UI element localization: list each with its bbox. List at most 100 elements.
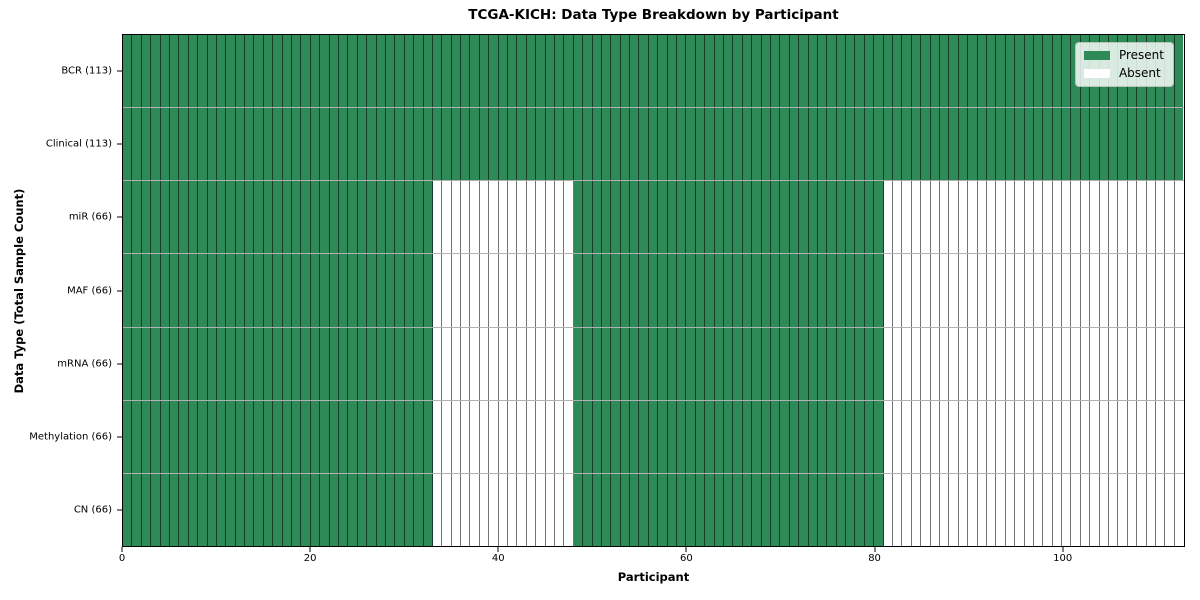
heatmap-grid bbox=[123, 35, 1184, 546]
heatmap-cell bbox=[470, 108, 480, 181]
heatmap-cell bbox=[705, 181, 715, 254]
heatmap-cell bbox=[1062, 327, 1072, 400]
heatmap-cell bbox=[1137, 327, 1147, 400]
heatmap-cell bbox=[761, 181, 771, 254]
heatmap-cell bbox=[414, 254, 424, 327]
heatmap-cell bbox=[1015, 473, 1025, 546]
heatmap-cell bbox=[1024, 181, 1034, 254]
heatmap-cell bbox=[1174, 108, 1184, 181]
heatmap-cell bbox=[1137, 254, 1147, 327]
heatmap-cell bbox=[517, 108, 527, 181]
heatmap-cell bbox=[1109, 327, 1119, 400]
heatmap-cell bbox=[658, 400, 668, 473]
heatmap-cell bbox=[808, 473, 818, 546]
heatmap-cell bbox=[1155, 181, 1166, 254]
heatmap-cell bbox=[949, 181, 959, 254]
heatmap-cell bbox=[714, 473, 724, 546]
heatmap-row-BCR bbox=[123, 35, 1184, 109]
legend-label-absent: Absent bbox=[1118, 66, 1161, 80]
heatmap-cell bbox=[601, 108, 612, 181]
heatmap-cell bbox=[151, 181, 161, 254]
heatmap-cell bbox=[874, 400, 884, 473]
heatmap-cell bbox=[583, 400, 593, 473]
heatmap-cell bbox=[583, 35, 593, 108]
heatmap-cell bbox=[1024, 400, 1034, 473]
heatmap-cell bbox=[301, 327, 311, 400]
heatmap-cell bbox=[207, 327, 217, 400]
heatmap-cell bbox=[442, 473, 452, 546]
heatmap-cell bbox=[292, 327, 302, 400]
heatmap-cell bbox=[479, 473, 490, 546]
heatmap-cell bbox=[846, 181, 856, 254]
heatmap-cell bbox=[1146, 327, 1156, 400]
heatmap-cell bbox=[911, 181, 922, 254]
heatmap-cell bbox=[986, 181, 997, 254]
heatmap-cell bbox=[526, 254, 537, 327]
heatmap-cell bbox=[1033, 400, 1044, 473]
heatmap-cell bbox=[263, 473, 274, 546]
heatmap-cell bbox=[1174, 181, 1184, 254]
heatmap-cell bbox=[1024, 254, 1034, 327]
heatmap-cell bbox=[273, 35, 283, 108]
heatmap-cell bbox=[1146, 181, 1156, 254]
heatmap-cell bbox=[132, 400, 142, 473]
heatmap-cell bbox=[132, 181, 142, 254]
heatmap-cell bbox=[395, 400, 405, 473]
heatmap-cell bbox=[630, 473, 640, 546]
heatmap-cell bbox=[245, 108, 255, 181]
heatmap-cell bbox=[338, 473, 349, 546]
heatmap-cell bbox=[461, 400, 471, 473]
heatmap-cell bbox=[996, 473, 1006, 546]
heatmap-cell bbox=[179, 473, 189, 546]
y-tick-mark bbox=[117, 70, 122, 72]
heatmap-cell bbox=[789, 400, 800, 473]
heatmap-cell bbox=[911, 35, 922, 108]
heatmap-cell bbox=[545, 108, 555, 181]
heatmap-cell bbox=[573, 400, 584, 473]
heatmap-cell bbox=[817, 181, 828, 254]
heatmap-cell bbox=[1015, 35, 1025, 108]
heatmap-cell bbox=[292, 254, 302, 327]
heatmap-cell bbox=[479, 35, 490, 108]
heatmap-cell bbox=[902, 35, 912, 108]
heatmap-cell bbox=[639, 473, 649, 546]
heatmap-cell bbox=[179, 35, 189, 108]
heatmap-cell bbox=[620, 254, 631, 327]
heatmap-cell bbox=[1090, 473, 1100, 546]
heatmap-cell bbox=[1127, 400, 1138, 473]
heatmap-cell bbox=[714, 181, 724, 254]
heatmap-cell bbox=[338, 254, 349, 327]
heatmap-cell bbox=[404, 254, 415, 327]
heatmap-cell bbox=[592, 108, 602, 181]
heatmap-cell bbox=[883, 108, 894, 181]
heatmap-cell bbox=[1090, 181, 1100, 254]
heatmap-row-Clinical bbox=[123, 108, 1184, 182]
heatmap-cell bbox=[320, 327, 330, 400]
heatmap-cell bbox=[630, 108, 640, 181]
heatmap-cell bbox=[855, 181, 865, 254]
heatmap-cell bbox=[968, 473, 978, 546]
heatmap-cell bbox=[1118, 327, 1128, 400]
heatmap-cell bbox=[1090, 400, 1100, 473]
heatmap-cell bbox=[198, 327, 208, 400]
heatmap-cell bbox=[1127, 254, 1138, 327]
heatmap-cell bbox=[123, 473, 133, 546]
heatmap-cell bbox=[479, 254, 490, 327]
heatmap-cell bbox=[545, 327, 555, 400]
heatmap-cell bbox=[1052, 181, 1063, 254]
heatmap-cell bbox=[188, 35, 199, 108]
heatmap-cell bbox=[846, 254, 856, 327]
heatmap-cell bbox=[367, 181, 377, 254]
heatmap-cell bbox=[1165, 327, 1175, 400]
heatmap-cell bbox=[799, 473, 809, 546]
heatmap-cell bbox=[677, 327, 687, 400]
heatmap-cell bbox=[695, 400, 706, 473]
heatmap-cell bbox=[733, 400, 743, 473]
heatmap-cell bbox=[451, 327, 462, 400]
heatmap-cell bbox=[536, 473, 546, 546]
heatmap-cell bbox=[198, 108, 208, 181]
heatmap-cell bbox=[724, 327, 734, 400]
heatmap-cell bbox=[207, 473, 217, 546]
heatmap-cell bbox=[320, 254, 330, 327]
